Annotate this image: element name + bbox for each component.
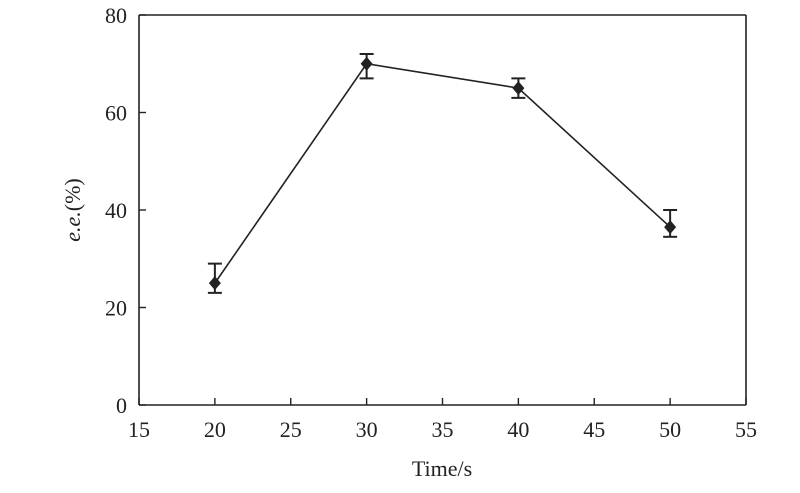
x-tick-label: 15 bbox=[128, 417, 150, 442]
data-point-marker bbox=[208, 276, 221, 291]
y-axis-title: e.e.(%) bbox=[60, 178, 85, 242]
series-line bbox=[214, 62, 671, 284]
plot-area bbox=[138, 14, 747, 406]
x-tick-label: 35 bbox=[432, 417, 454, 442]
y-tick-label: 60 bbox=[105, 101, 127, 126]
x-tick-label: 45 bbox=[583, 417, 605, 442]
series-layer bbox=[207, 53, 678, 294]
y-tick-label: 0 bbox=[116, 393, 127, 418]
y-tick-label: 40 bbox=[105, 198, 127, 223]
y-axis-title-unit: (%) bbox=[60, 178, 85, 211]
x-tick-label: 20 bbox=[204, 417, 226, 442]
x-tick-label: 30 bbox=[356, 417, 378, 442]
x-tick-label: 25 bbox=[280, 417, 302, 442]
x-tick-label: 50 bbox=[659, 417, 681, 442]
x-tick-label: 40 bbox=[507, 417, 529, 442]
data-point-marker bbox=[512, 81, 525, 96]
y-ticks: 0 20 40 60 80 bbox=[105, 3, 146, 418]
x-tick-label: 55 bbox=[735, 417, 757, 442]
y-tick-label: 20 bbox=[105, 296, 127, 321]
data-point-marker bbox=[664, 220, 677, 235]
x-ticks: 15 20 25 30 35 40 45 50 55 bbox=[128, 398, 757, 442]
y-axis-title-italic: e.e. bbox=[60, 211, 85, 242]
data-point-marker bbox=[360, 56, 373, 71]
y-tick-label: 80 bbox=[105, 3, 127, 28]
x-axis-title: Time/s bbox=[412, 456, 472, 481]
